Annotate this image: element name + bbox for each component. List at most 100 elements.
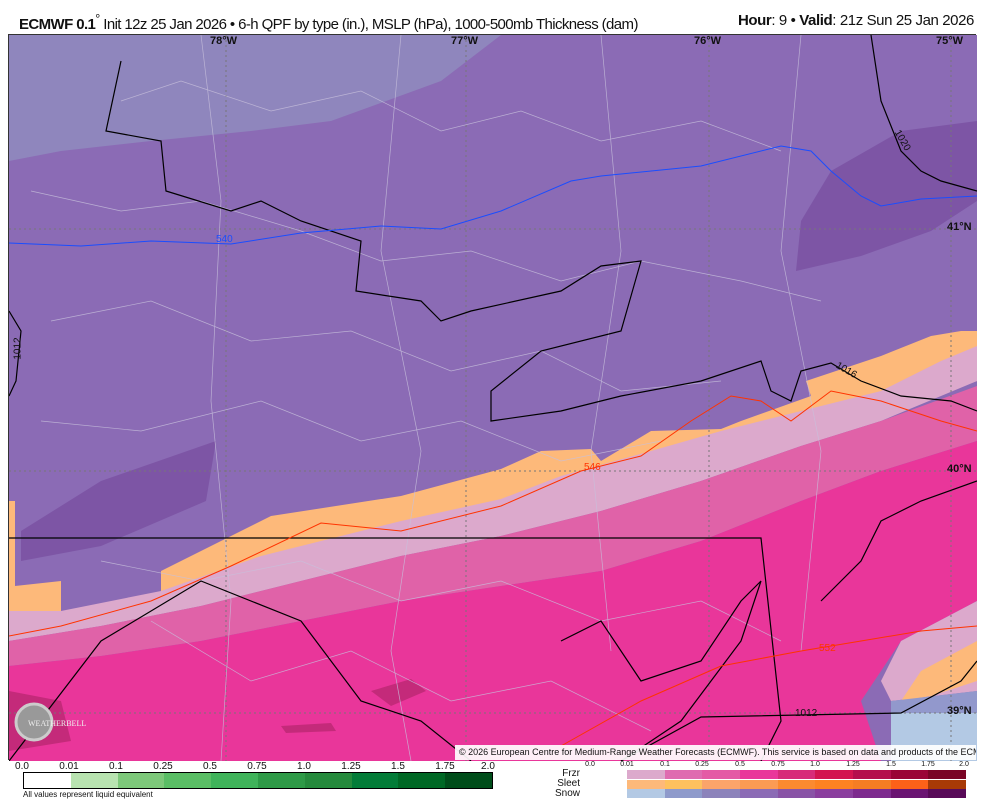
map-title: ECMWF 0.1° Init 12z 25 Jan 2026 • 6-h QP…	[19, 12, 638, 33]
frzr-color-row	[627, 770, 967, 779]
type-swatch	[664, 780, 703, 789]
qpf-swatch	[304, 773, 352, 788]
qpf-swatch	[70, 773, 118, 788]
legend-tick: 0.0	[15, 761, 29, 772]
type-swatch	[890, 780, 929, 789]
frzr-band	[9, 386, 977, 666]
legend-tick: 1.0	[810, 761, 820, 768]
type-swatch	[853, 770, 891, 779]
type-swatch	[740, 789, 778, 798]
legend-tick: 1.75	[921, 761, 935, 768]
type-swatch	[815, 770, 854, 779]
legend-tick: 1.25	[341, 761, 361, 772]
qpf-swatch	[164, 773, 212, 788]
thickness-552-line	[560, 625, 978, 747]
type-swatch	[928, 780, 967, 789]
qpf-swatch	[117, 773, 165, 788]
lat-label: 40°N	[947, 463, 972, 475]
qpf-swatch	[211, 773, 258, 788]
legend-tick: 2.0	[481, 761, 495, 772]
snow-color-row	[627, 789, 967, 798]
legend-tick: 1.0	[297, 761, 311, 772]
legend-tick: 0.01	[620, 761, 634, 768]
snow-label: Snow	[554, 788, 580, 799]
legend-tick: 0.1	[660, 761, 670, 768]
type-swatch	[853, 780, 891, 789]
type-swatch	[627, 789, 665, 798]
weatherbell-logo: WEATHERBELL	[12, 700, 102, 750]
svg-text:WEATHERBELL: WEATHERBELL	[28, 719, 86, 728]
legend-tick: 0.1	[109, 761, 123, 772]
legend-tick: 0.0	[585, 761, 595, 768]
frzr-light-band	[9, 346, 977, 641]
type-swatch	[627, 780, 665, 789]
legend-tick: 1.75	[435, 761, 455, 772]
sleet-color-row	[627, 780, 967, 789]
isobar-label: 1012	[795, 708, 818, 719]
isobars-and-borders	[8, 34, 978, 762]
legend-tick: 0.75	[771, 761, 785, 768]
type-swatch	[664, 789, 703, 798]
lat-label: 39°N	[947, 705, 972, 717]
qpf-swatch	[351, 773, 399, 788]
legend-tick: 1.5	[391, 761, 405, 772]
sleet-band	[9, 501, 61, 611]
legend-tick: 0.5	[735, 761, 745, 768]
type-swatch	[928, 770, 967, 779]
county-lines	[30, 34, 822, 762]
type-swatch	[777, 780, 816, 789]
qpf-swatch	[398, 773, 446, 788]
type-swatch	[815, 780, 854, 789]
legend-tick: 0.5	[203, 761, 217, 772]
type-swatch	[815, 789, 854, 798]
thickness-label: 540	[216, 234, 233, 245]
qpf-swatch	[257, 773, 305, 788]
heavy-snow-area	[796, 121, 977, 271]
sleet-band	[161, 331, 977, 591]
lon-label: 75°W	[936, 35, 964, 47]
type-swatch	[928, 789, 967, 798]
lon-label: 76°W	[694, 35, 722, 47]
type-swatch	[627, 770, 665, 779]
type-swatch	[702, 770, 741, 779]
type-swatch	[702, 780, 741, 789]
legend-tick: 2.0	[959, 761, 969, 768]
thickness-label: 546	[584, 462, 601, 473]
sleet-area	[901, 641, 977, 701]
type-swatch	[890, 789, 929, 798]
type-swatch	[777, 770, 816, 779]
sleet-label: Sleet	[557, 778, 580, 789]
thickness-label: 552	[819, 643, 836, 654]
type-swatch	[853, 789, 891, 798]
legend-tick: 0.75	[247, 761, 267, 772]
light-snow-area	[9, 35, 501, 161]
type-swatch	[740, 770, 778, 779]
legend-tick: 1.5	[886, 761, 896, 768]
frzr-label: Frzr	[562, 768, 580, 779]
copyright-notice: © 2026 European Centre for Medium-Range …	[455, 745, 976, 760]
type-swatch	[777, 789, 816, 798]
frzr-max-area	[281, 723, 336, 733]
isobar-label: 1012	[12, 337, 24, 360]
type-swatch	[664, 770, 703, 779]
lon-label: 78°W	[210, 35, 238, 47]
legend-note: All values represent liquid equivalent	[23, 790, 153, 799]
graticule	[9, 35, 977, 761]
weather-map[interactable]: 78°W 77°W 76°W 75°W 41°N 40°N 39°N 540 5…	[8, 34, 978, 762]
lon-label: 77°W	[451, 35, 479, 47]
type-swatch	[740, 780, 778, 789]
thickness-546-line	[8, 390, 978, 637]
qpf-swatch	[445, 773, 492, 788]
lat-label: 41°N	[947, 221, 972, 233]
precip-type-layer	[8, 34, 978, 762]
legend-tick: 0.25	[153, 761, 173, 772]
legend-tick: 0.25	[695, 761, 709, 768]
qpf-swatch	[24, 773, 71, 788]
heavy-snow-area	[21, 441, 216, 561]
thickness-540-line	[8, 145, 978, 247]
qpf-color-bar	[23, 772, 493, 789]
type-swatch	[890, 770, 929, 779]
legend-tick: 0.01	[59, 761, 79, 772]
type-swatch	[702, 789, 741, 798]
valid-time: Hour: 9 • Valid: 21z Sun 25 Jan 2026	[737, 12, 974, 29]
